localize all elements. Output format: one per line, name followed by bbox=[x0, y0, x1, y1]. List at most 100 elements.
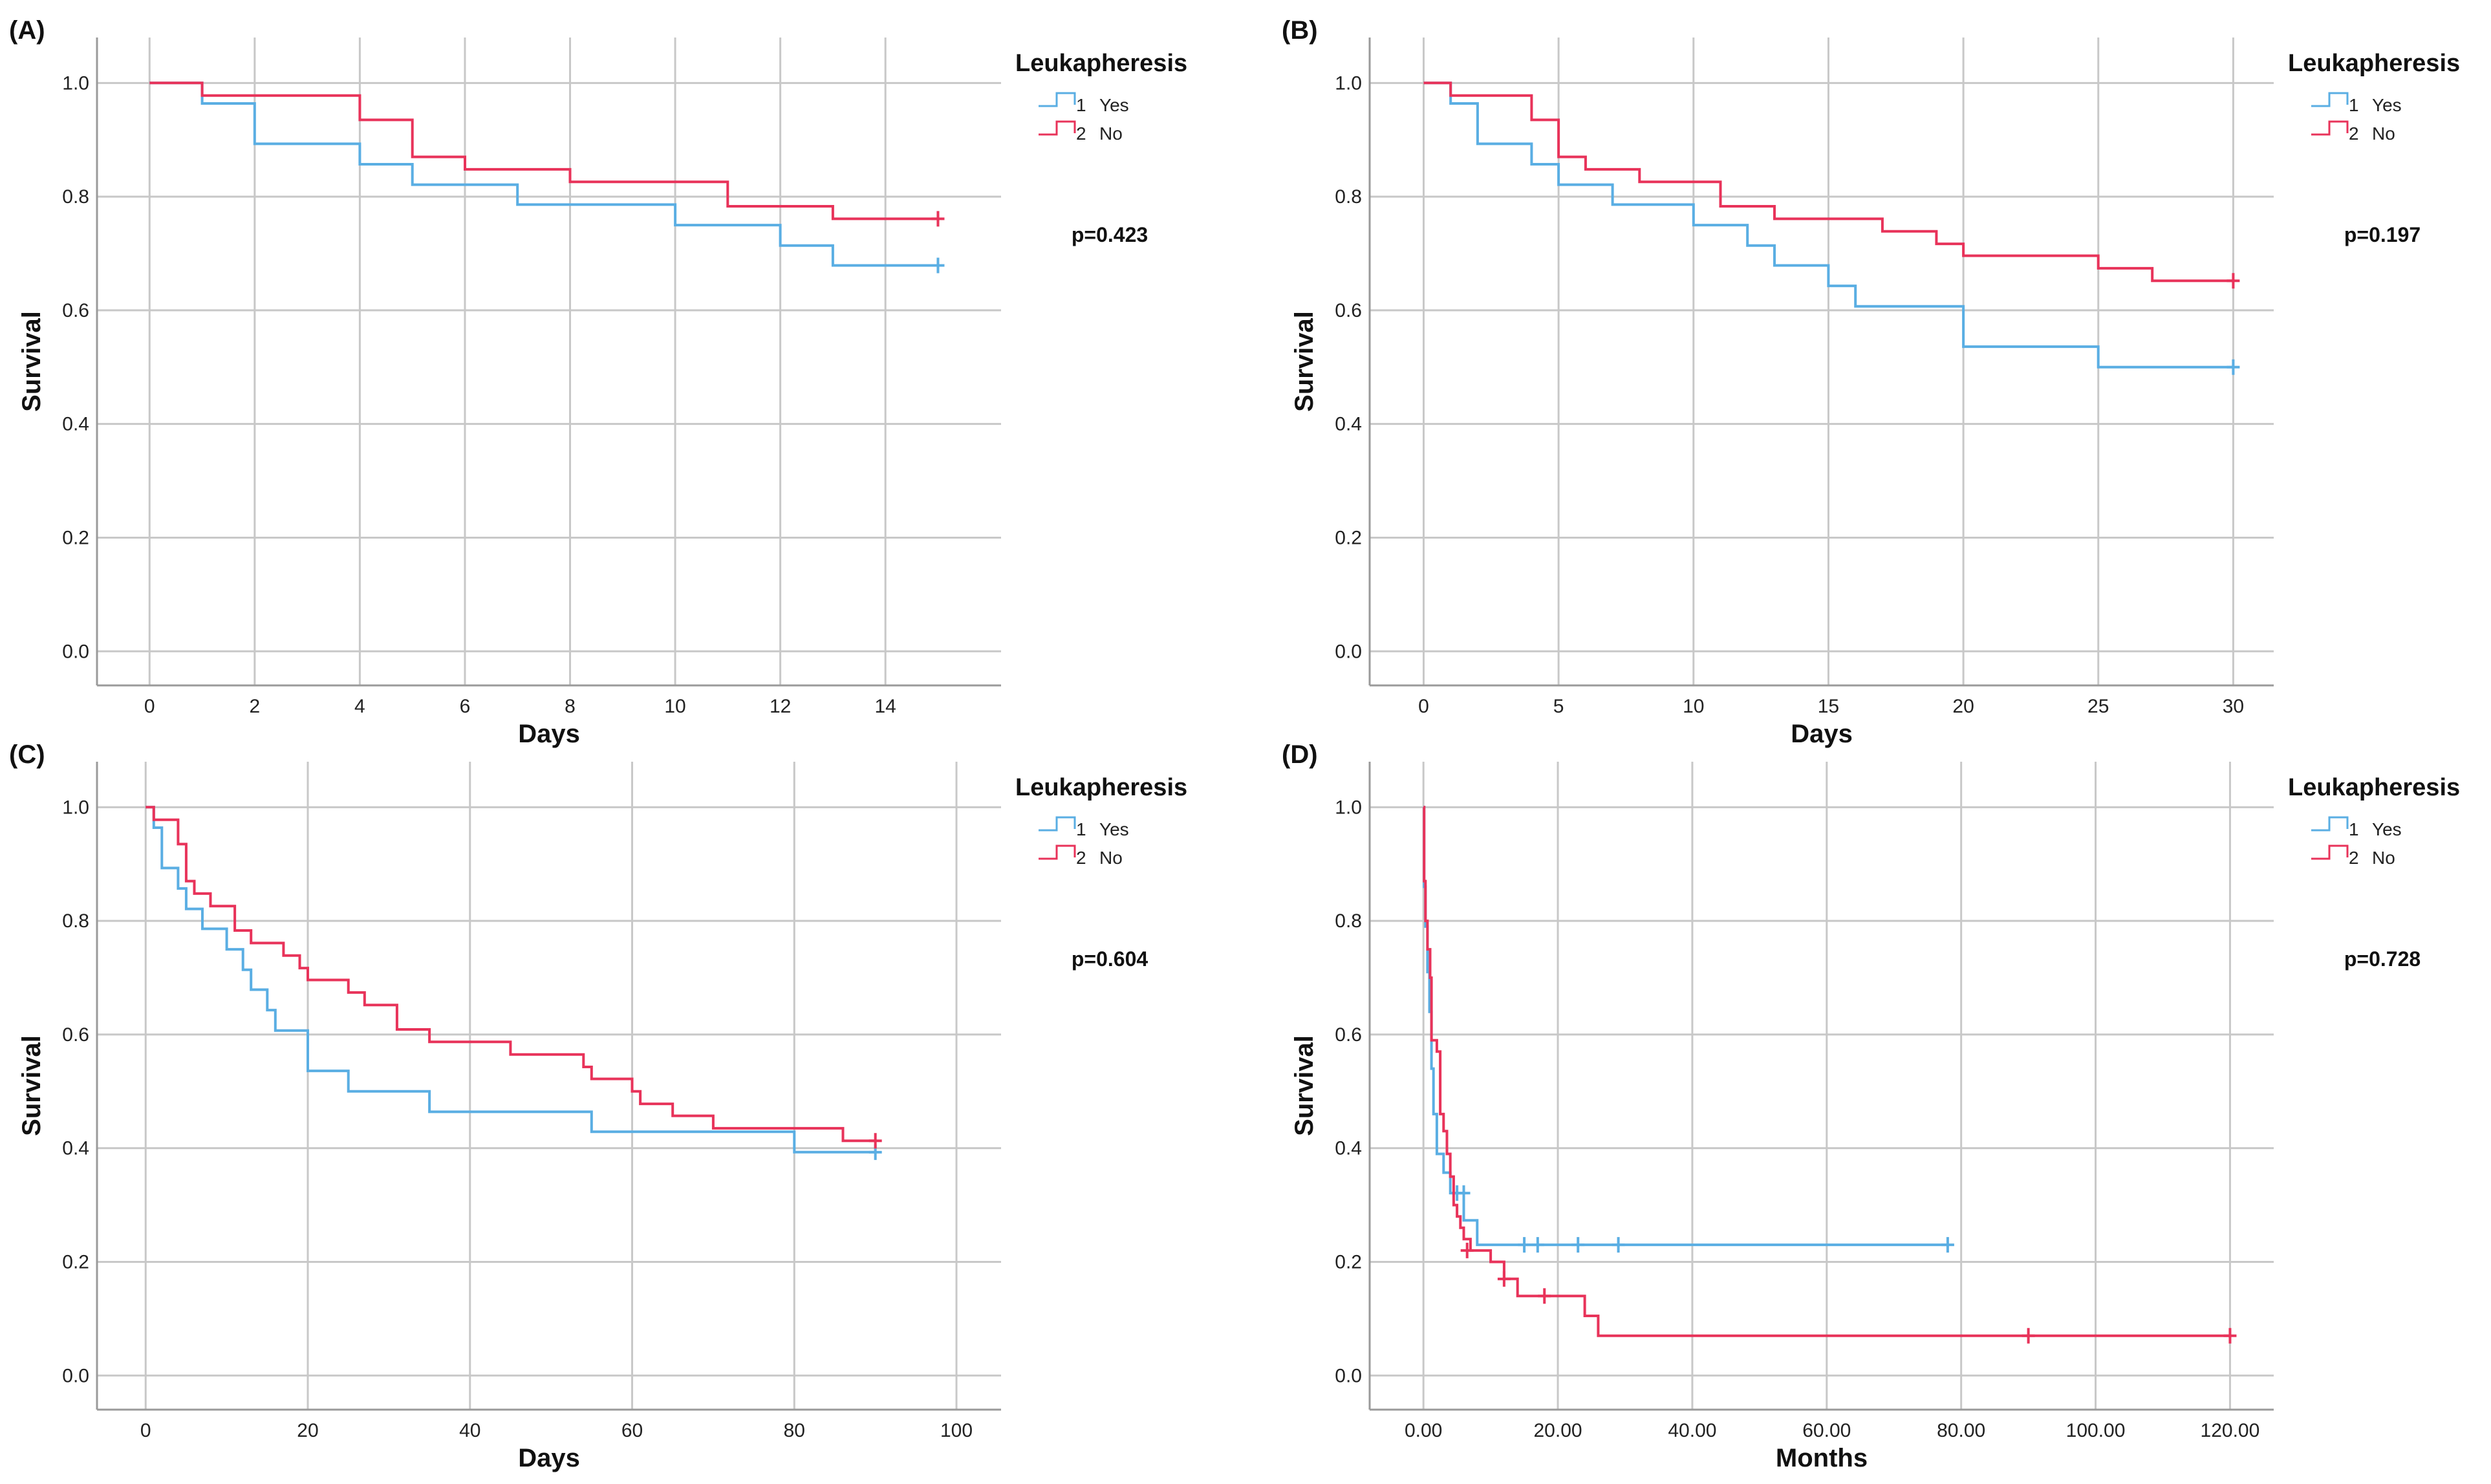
x-tick-label: 40 bbox=[459, 1420, 480, 1441]
legend-number: 2 bbox=[1076, 124, 1086, 144]
legend-number: 1 bbox=[2349, 95, 2359, 115]
y-tick-label: 1.0 bbox=[62, 797, 89, 818]
gridlines bbox=[97, 762, 1001, 1410]
y-tick-label: 0.2 bbox=[62, 1251, 89, 1273]
x-tick-label: 5 bbox=[1553, 696, 1564, 717]
series-line-no bbox=[146, 806, 876, 1143]
y-tick-label: 0.4 bbox=[1335, 1138, 1362, 1159]
x-tick-label: 25 bbox=[2087, 696, 2109, 717]
x-axis-title: Days bbox=[518, 1444, 580, 1472]
series-line-yes bbox=[149, 81, 938, 267]
x-tick-label: 6 bbox=[460, 696, 471, 717]
y-tick-label: 0.0 bbox=[62, 641, 89, 662]
p-value: p=0.197 bbox=[2344, 223, 2421, 246]
x-tick-label: 100.00 bbox=[2066, 1420, 2126, 1441]
gridlines bbox=[1370, 38, 2274, 685]
censor-mark-no bbox=[1460, 1242, 1474, 1258]
x-tick-label: 2 bbox=[249, 696, 260, 717]
x-tick-label: 60.00 bbox=[1802, 1420, 1851, 1441]
legend-label: Yes bbox=[2372, 95, 2402, 115]
legend-title: Leukapheresis bbox=[1015, 50, 1187, 77]
x-axis-title: Days bbox=[1791, 720, 1853, 748]
x-tick-label: 30 bbox=[2223, 696, 2244, 717]
legend-swatch-no bbox=[1039, 120, 1076, 136]
x-tick-label: 4 bbox=[354, 696, 365, 717]
p-value: p=0.728 bbox=[2344, 947, 2421, 971]
x-tick-labels: 0 5 10 15 20 25 30 bbox=[1418, 696, 2244, 717]
y-tick-labels: 0.0 0.2 0.4 0.6 0.8 1.0 bbox=[1335, 72, 1362, 662]
legend-label: Yes bbox=[2372, 819, 2402, 839]
legend: Leukapheresis 1 Yes 2 No bbox=[2288, 774, 2460, 868]
censor-mark-yes bbox=[1612, 1237, 1625, 1253]
y-tick-label: 0.2 bbox=[62, 527, 89, 548]
legend-swatch-no bbox=[2311, 844, 2349, 860]
x-tick-label: 15 bbox=[1818, 696, 1839, 717]
y-tick-label: 0.6 bbox=[62, 1024, 89, 1046]
legend-label: No bbox=[1099, 848, 1123, 868]
x-tick-label: 0 bbox=[1418, 696, 1429, 717]
y-tick-label: 0.4 bbox=[1335, 414, 1362, 435]
series-line-yes bbox=[1423, 806, 1948, 1247]
censor-mark-yes bbox=[1941, 1237, 1954, 1253]
x-tick-label: 80 bbox=[784, 1420, 805, 1441]
p-value: p=0.604 bbox=[1072, 947, 1148, 971]
y-axis-title: Survival bbox=[17, 1035, 46, 1136]
x-tick-label: 100 bbox=[940, 1420, 973, 1441]
y-tick-label: 0.8 bbox=[1335, 910, 1362, 932]
y-tick-label: 0.0 bbox=[1335, 641, 1362, 662]
y-tick-label: 0.6 bbox=[1335, 1024, 1362, 1046]
x-tick-label: 0 bbox=[140, 1420, 151, 1441]
y-tick-label: 1.0 bbox=[62, 72, 89, 94]
x-tick-labels: 0 2 4 6 8 10 12 14 bbox=[144, 696, 896, 717]
legend-swatch-yes bbox=[1039, 92, 1076, 107]
censor-mark-no bbox=[868, 1133, 882, 1149]
censor-mark-yes bbox=[2227, 359, 2240, 375]
legend-swatch-yes bbox=[2311, 816, 2349, 832]
panel-label: (A) bbox=[9, 16, 45, 45]
panel-label: (B) bbox=[1282, 16, 1318, 45]
panel-label: (C) bbox=[9, 740, 45, 769]
censor-mark-yes bbox=[1518, 1237, 1531, 1253]
y-tick-labels: 0.0 0.2 0.4 0.6 0.8 1.0 bbox=[62, 72, 89, 662]
legend-swatch-yes bbox=[2311, 92, 2349, 107]
y-tick-label: 0.8 bbox=[62, 186, 89, 208]
panel-label: (D) bbox=[1282, 740, 1318, 769]
series-line-no bbox=[149, 81, 938, 220]
legend-swatch-no bbox=[2311, 120, 2349, 136]
p-value: p=0.423 bbox=[1072, 223, 1148, 246]
x-tick-label: 14 bbox=[874, 696, 896, 717]
x-tick-label: 80.00 bbox=[1937, 1420, 1985, 1441]
y-tick-label: 0.6 bbox=[1335, 300, 1362, 321]
x-tick-label: 120.00 bbox=[2201, 1420, 2260, 1441]
y-tick-label: 0.2 bbox=[1335, 1251, 1362, 1273]
x-tick-label: 40.00 bbox=[1668, 1420, 1716, 1441]
legend-number: 2 bbox=[1076, 848, 1086, 868]
gridlines bbox=[1370, 762, 2274, 1410]
legend-number: 1 bbox=[1076, 819, 1086, 839]
x-tick-label: 0 bbox=[144, 696, 155, 717]
y-tick-label: 0.8 bbox=[62, 910, 89, 932]
censor-mark-no bbox=[2227, 273, 2240, 289]
legend-number: 1 bbox=[2349, 819, 2359, 839]
x-tick-label: 20 bbox=[297, 1420, 318, 1441]
y-tick-label: 0.2 bbox=[1335, 527, 1362, 548]
y-tick-label: 0.0 bbox=[1335, 1365, 1362, 1386]
x-tick-label: 10 bbox=[1683, 696, 1704, 717]
y-tick-label: 0.0 bbox=[62, 1365, 89, 1386]
censor-mark-no bbox=[1538, 1288, 1551, 1304]
legend: Leukapheresis 1 Yes 2 No bbox=[1015, 774, 1187, 868]
censor-mark-no bbox=[2223, 1328, 2237, 1344]
legend-title: Leukapheresis bbox=[2288, 774, 2460, 801]
legend-label: No bbox=[2372, 848, 2395, 868]
y-axis-title: Survival bbox=[1290, 1035, 1319, 1136]
x-tick-label: 20.00 bbox=[1533, 1420, 1582, 1441]
censor-mark-yes bbox=[1571, 1237, 1585, 1253]
panel-d: (D) 0.0 0.2 0.4 0.6 0.8 1.0 0.00 20.00 40.00 60.00… bbox=[1282, 740, 2460, 1472]
x-tick-label: 8 bbox=[565, 696, 576, 717]
legend-number: 1 bbox=[1076, 95, 1086, 115]
y-axis-title: Survival bbox=[17, 311, 46, 412]
censor-mark-no bbox=[2022, 1328, 2035, 1344]
y-tick-label: 0.4 bbox=[62, 414, 89, 435]
legend-swatch-yes bbox=[1039, 816, 1076, 832]
